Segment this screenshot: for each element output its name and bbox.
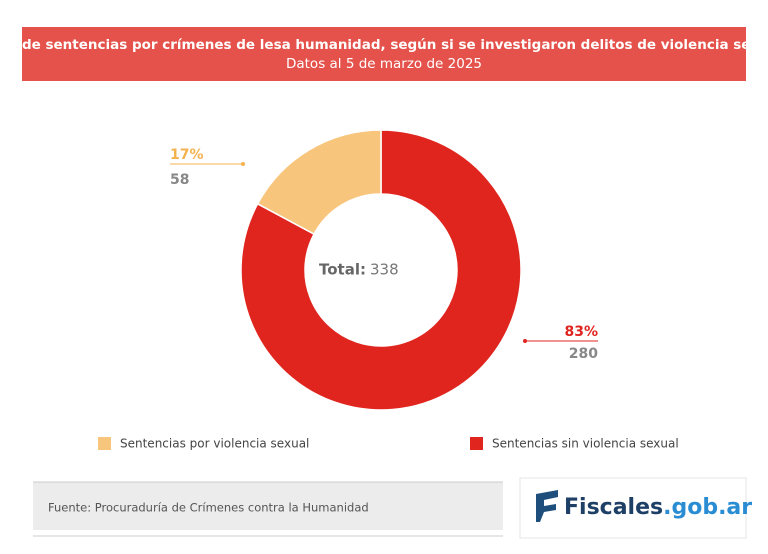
data-label: 17% xyxy=(170,147,204,163)
legend-label: Sentencias por violencia sexual xyxy=(120,437,309,451)
logo-box xyxy=(519,477,747,539)
logo-main-text: Fiscales xyxy=(564,495,663,520)
total-value: 338 xyxy=(370,261,399,279)
total-label: Total: xyxy=(319,261,366,279)
legend-swatch xyxy=(98,437,111,450)
source-box xyxy=(33,482,503,530)
leader-dot xyxy=(523,339,527,343)
legend-label: Sentencias sin violencia sexual xyxy=(492,437,679,451)
logo-icon xyxy=(536,490,558,522)
donut xyxy=(240,129,522,411)
chart-title: Total de sentencias por crímenes de lesa… xyxy=(0,37,768,53)
legend-swatch xyxy=(470,437,483,450)
logo-main: Fiscales.gob.ar xyxy=(564,495,752,520)
donut-slice xyxy=(240,129,522,411)
data-label: 280 xyxy=(569,346,598,362)
source-text: Fuente: Procuraduría de Crímenes contra … xyxy=(48,501,369,515)
title-bar xyxy=(22,27,746,81)
logo-domain: .gob.ar xyxy=(663,495,752,520)
data-label: 58 xyxy=(170,172,189,188)
chart-subtitle: Datos al 5 de marzo de 2025 xyxy=(286,56,482,72)
data-label: 83% xyxy=(564,324,598,340)
donut-slice xyxy=(256,129,382,236)
leader-dot xyxy=(241,162,245,166)
